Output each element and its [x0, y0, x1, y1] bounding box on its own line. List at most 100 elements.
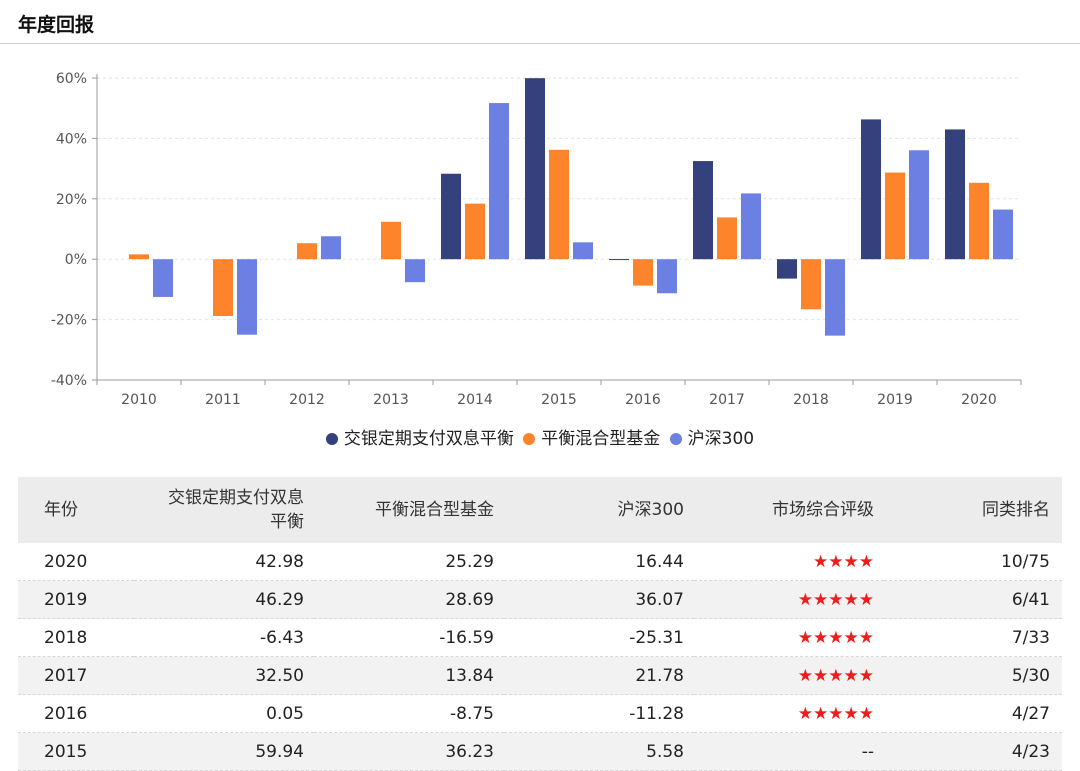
x-tick-label: 2016 — [625, 392, 661, 408]
cell-rank: 4/27 — [884, 694, 1062, 733]
x-tick-label: 2020 — [961, 392, 997, 408]
bar-s1-2017 — [717, 217, 737, 260]
annual-return-table: 年份 交银定期支付双息 平衡 平衡混合型基金 沪深300 市场综合评级 同类排名 … — [18, 477, 1062, 771]
cell-fund: 0.05 — [134, 694, 314, 733]
bar-s2-2017 — [741, 193, 761, 260]
cell-rating: -- — [694, 732, 884, 771]
y-tick-label: -40% — [51, 373, 87, 389]
bar-s1-2016 — [633, 259, 653, 286]
bar-s2-2020 — [993, 209, 1013, 260]
y-tick-label: 60% — [56, 71, 87, 87]
header-rating: 市场综合评级 — [694, 477, 884, 543]
bar-s2-2015 — [573, 242, 593, 260]
cell-year: 2016 — [18, 694, 134, 733]
cell-index: 21.78 — [504, 656, 694, 695]
cell-rating: ★★★★★ — [694, 694, 884, 733]
cell-rank: 7/33 — [884, 618, 1062, 657]
cell-rating: ★★★★★ — [694, 580, 884, 619]
bar-s0-2016 — [609, 259, 629, 261]
chart-legend: 交银定期支付双息平衡 平衡混合型基金 沪深300 — [0, 424, 1080, 449]
cell-year: 2018 — [18, 618, 134, 657]
y-tick-label: 20% — [56, 192, 87, 208]
header-fund-line2: 平衡 — [270, 512, 304, 532]
x-tick-label: 2011 — [205, 392, 241, 408]
legend-dot-fund — [325, 433, 338, 445]
bar-s2-2016 — [657, 259, 677, 294]
x-tick-label: 2018 — [793, 392, 829, 408]
cell-year: 2015 — [18, 732, 134, 771]
y-tick-label: 40% — [56, 131, 87, 147]
x-tick-label: 2014 — [457, 392, 493, 408]
x-tick-label: 2012 — [289, 392, 325, 408]
bar-s1-2020 — [969, 182, 989, 260]
annual-return-bar-chart: -40% -20% 0% 20% 40% 60% 2010 2011 2012 2013 2014 2… — [51, 71, 1022, 408]
table-header-row: 年份 交银定期支付双息平衡 平衡混合型基金 沪深300 市场综合评级 同类排名 — [18, 477, 1062, 543]
bar-s2-2014 — [489, 103, 509, 260]
bar-s2-2010 — [153, 259, 173, 297]
legend-label-fund: 交银定期支付双息平衡 — [343, 429, 514, 449]
header-fund: 交银定期支付双息平衡 — [134, 477, 314, 543]
cell-rating: ★★★★★ — [694, 656, 884, 695]
header-fund-line1: 交银定期支付双息 — [168, 488, 304, 508]
bar-s0-2019 — [861, 119, 881, 260]
cell-fund: 42.98 — [134, 543, 314, 581]
cell-rank: 4/23 — [884, 732, 1062, 771]
bar-s0-2015 — [525, 78, 545, 260]
bar-s2-2012 — [321, 236, 341, 260]
cell-index: 16.44 — [504, 543, 694, 581]
title-divider — [0, 43, 1080, 44]
cell-rank: 10/75 — [884, 543, 1062, 581]
bar-s0-2017 — [693, 161, 713, 260]
cell-rating: ★★★★★ — [694, 618, 884, 657]
cell-rank: 6/41 — [884, 580, 1062, 619]
cell-category: -8.75 — [314, 694, 504, 733]
bar-s2-2019 — [909, 150, 929, 260]
legend-label-index: 沪深300 — [687, 429, 755, 449]
bar-s2-2013 — [405, 259, 425, 283]
y-tick-label: 0% — [65, 252, 87, 268]
cell-index: 5.58 — [504, 732, 694, 771]
bar-s1-2014 — [465, 203, 485, 260]
y-tick-label: -20% — [51, 313, 87, 329]
header-year: 年份 — [18, 477, 134, 543]
cell-rank: 5/30 — [884, 656, 1062, 695]
x-tick-label: 2015 — [541, 392, 577, 408]
legend-item-fund[interactable]: 交银定期支付双息平衡 — [325, 424, 514, 449]
bar-s1-2015 — [549, 149, 569, 260]
cell-category: 25.29 — [314, 543, 504, 581]
bar-s0-2018 — [777, 259, 797, 279]
header-category: 平衡混合型基金 — [314, 477, 504, 543]
table-row: 2015 59.94 36.23 5.58 -- 4/23 — [18, 732, 1062, 771]
bar-s2-2018 — [825, 259, 845, 336]
table-row: 2020 42.98 25.29 16.44 ★★★★ 10/75 — [18, 543, 1062, 581]
cell-category: 36.23 — [314, 732, 504, 771]
cell-rating: ★★★★ — [694, 543, 884, 581]
cell-category: -16.59 — [314, 618, 504, 657]
cell-fund: -6.43 — [134, 618, 314, 657]
legend-dot-index — [669, 433, 682, 445]
bar-s1-2019 — [885, 172, 905, 260]
table-row: 2016 0.05 -8.75 -11.28 ★★★★★ 4/27 — [18, 694, 1062, 733]
cell-category: 28.69 — [314, 580, 504, 619]
table-row: 2018 -6.43 -16.59 -25.31 ★★★★★ 7/33 — [18, 618, 1062, 657]
header-rank: 同类排名 — [884, 477, 1062, 543]
x-tick-label: 2013 — [373, 392, 409, 408]
table-row: 2019 46.29 28.69 36.07 ★★★★★ 6/41 — [18, 580, 1062, 619]
section-title: 年度回报 — [18, 14, 95, 36]
legend-dot-category — [523, 433, 536, 445]
bar-s2-2011 — [237, 259, 257, 335]
x-tick-label: 2017 — [709, 392, 745, 408]
x-tick-label: 2019 — [877, 392, 913, 408]
cell-year: 2020 — [18, 543, 134, 581]
legend-item-category[interactable]: 平衡混合型基金 — [523, 424, 660, 449]
cell-index: -25.31 — [504, 618, 694, 657]
legend-item-index[interactable]: 沪深300 — [669, 424, 755, 449]
x-tick-label: 2010 — [121, 392, 157, 408]
header-index: 沪深300 — [504, 477, 694, 543]
cell-fund: 59.94 — [134, 732, 314, 771]
legend-label-category: 平衡混合型基金 — [541, 429, 661, 449]
bar-s0-2020 — [945, 129, 965, 260]
cell-index: -11.28 — [504, 694, 694, 733]
cell-index: 36.07 — [504, 580, 694, 619]
cell-year: 2019 — [18, 580, 134, 619]
